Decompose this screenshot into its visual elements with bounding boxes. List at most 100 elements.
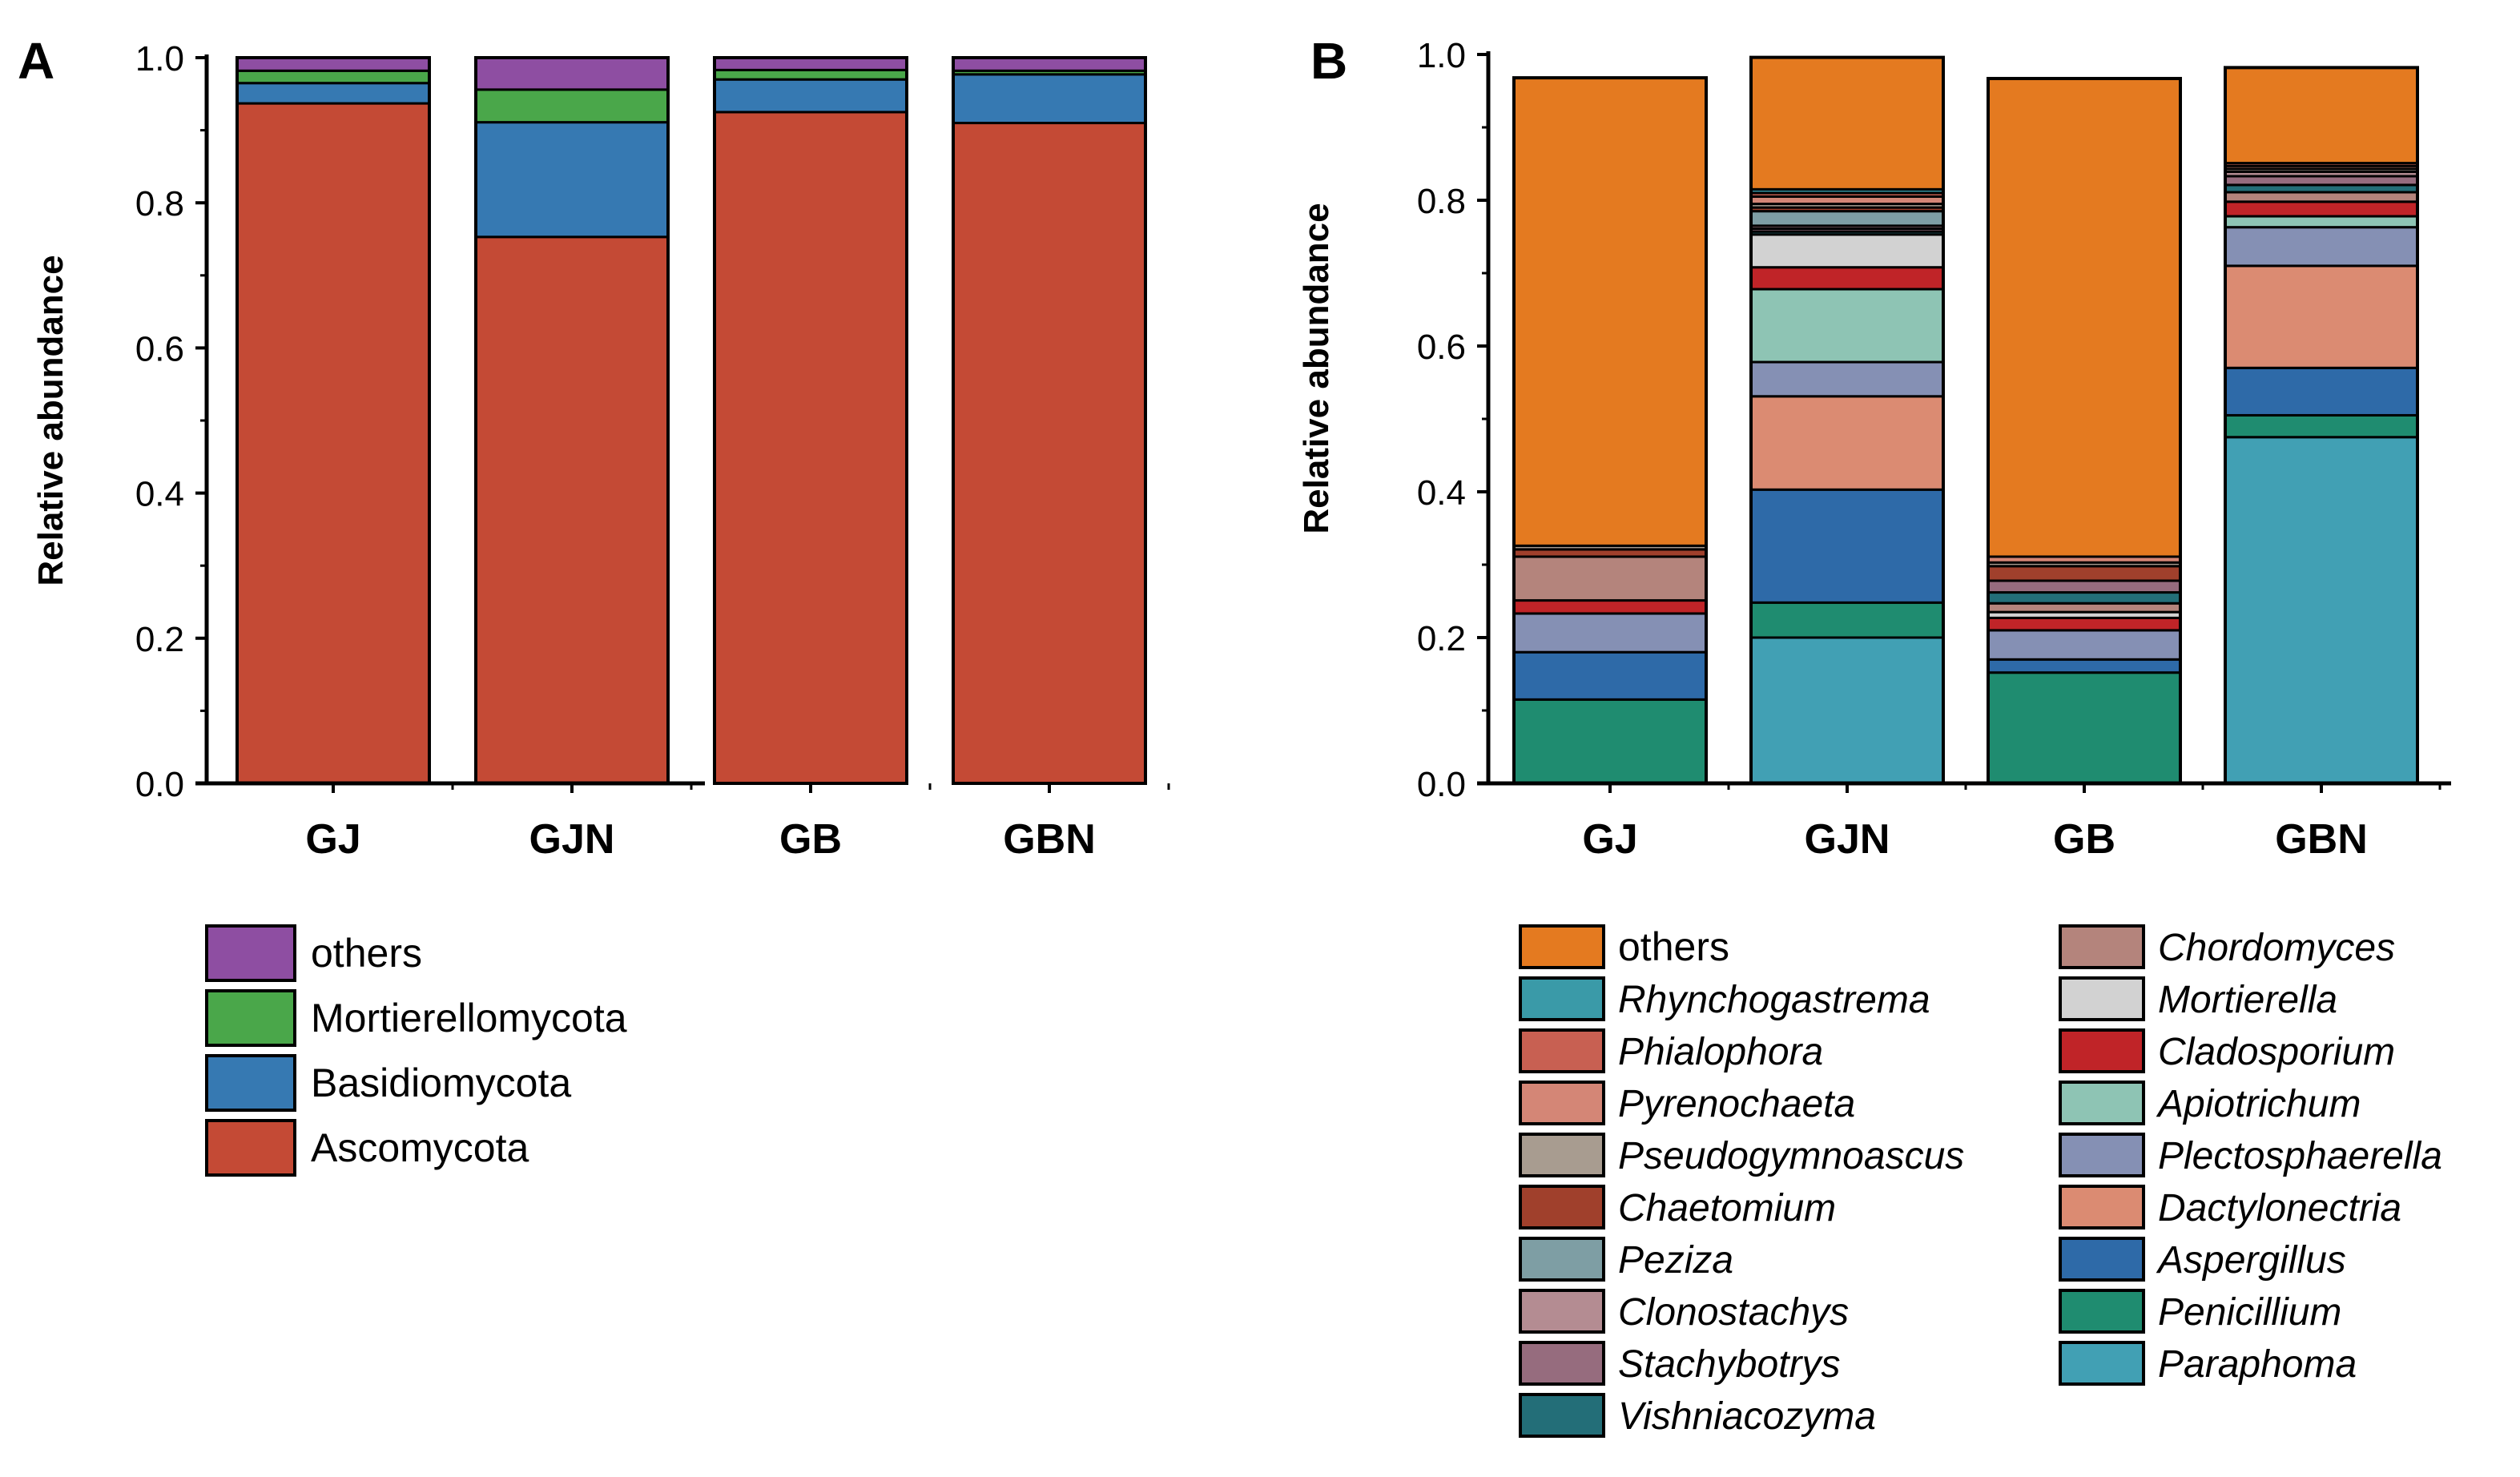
- chart-2-legend-label-aspergillus: Aspergillus: [2156, 1239, 2346, 1282]
- chart-2-bar-gj-aspergillus: [1512, 650, 1708, 701]
- chart-1-x-tick-label-gj: GJ: [305, 816, 360, 863]
- chart-2-bar-gbn-plectosphaerella: [2224, 226, 2419, 268]
- chart-2-legend-swatch-pyrenochaeta: [1519, 1081, 1605, 1125]
- chart-2-bar-gb-chaetomium: [1987, 565, 2182, 582]
- chart-2-legend-label-chaetomium: Chaetomium: [1618, 1187, 1836, 1229]
- chart-2-bar-gbn-dactylonectria: [2224, 264, 2419, 369]
- chart-1-legend-label-others: others: [311, 931, 422, 976]
- chart-2-bar-gj-penicillium: [1512, 698, 1708, 785]
- chart-1-bar-gj-mortierellomycota: [235, 69, 431, 85]
- chart-2-legend-swatch-rhynchogastrema: [1519, 976, 1605, 1021]
- chart-2-bar-gjn-apiotrichum: [1749, 288, 1945, 364]
- chart-2-bar-gb-chordomyces: [1987, 602, 2182, 614]
- chart-2-legend-label-mortierella: Mortierella: [2158, 979, 2337, 1021]
- chart-1-x-tick-label-gbn: GBN: [1003, 816, 1096, 863]
- chart-2-x-tick-label-gb: GB: [2053, 816, 2115, 863]
- chart-2-legend-label-others: others: [1618, 924, 1729, 969]
- chart-1-y-tick-label-3: 0.6: [135, 329, 184, 368]
- chart-2-y-tick-label-5: 1.0: [1417, 36, 1466, 75]
- chart-2-bar-gb-others: [1987, 77, 2182, 558]
- chart-1-bar-gbn-basidiomycota: [952, 73, 1147, 125]
- chart-1-legend-label-basidiomycota: Basidiomycota: [311, 1060, 571, 1105]
- chart-2-bar-gjn-mortierella: [1749, 233, 1945, 269]
- chart-2-y-tick-label-3: 0.6: [1417, 328, 1466, 367]
- chart-1-bar-gbn-others: [952, 56, 1147, 72]
- chart-1-legend-swatch-ascomycota: [205, 1119, 296, 1177]
- chart-2-legend-swatch-chaetomium: [1519, 1185, 1605, 1229]
- chart-2-legend-swatch-clonostachys: [1519, 1289, 1605, 1334]
- chart-1-panel-label: A: [18, 32, 54, 90]
- chart-1-bar-gjn-others: [474, 56, 670, 91]
- chart-2-legend-swatch-paraphoma: [2059, 1341, 2145, 1386]
- chart-2-bar-gjn-paraphoma: [1749, 636, 1945, 785]
- chart-1-legend-swatch-basidiomycota: [205, 1054, 296, 1112]
- chart-2-legend-swatch-phialophora: [1519, 1028, 1605, 1073]
- chart-1-bar-gb-basidiomycota: [713, 78, 908, 114]
- chart-2-bar-gbn-aspergillus: [2224, 366, 2419, 417]
- chart-2-legend-label-stachybotrys: Stachybotrys: [1618, 1343, 1840, 1386]
- chart-2-legend-swatch-apiotrichum: [2059, 1081, 2145, 1125]
- chart-2-bar-gbn-cladosporium: [2224, 200, 2419, 218]
- chart-1-bar-gb-mortierellomycota: [713, 68, 908, 81]
- chart-2-y-axis-label: Relative abundance: [1297, 203, 1336, 533]
- chart-2-bar-gjn-peziza: [1749, 210, 1945, 227]
- chart-2-legend-swatch-others: [1519, 924, 1605, 969]
- chart-2-bar-gj-others: [1512, 76, 1708, 547]
- chart-2-bar-gjn-plectosphaerella: [1749, 360, 1945, 398]
- chart-2-legend-label-penicillium: Penicillium: [2158, 1291, 2341, 1334]
- chart-2-y-tick-label-1: 0.2: [1417, 619, 1466, 658]
- chart-2-bar-gbn-others: [2224, 66, 2419, 165]
- chart-2-bar-gj-plectosphaerella: [1512, 612, 1708, 654]
- chart-1-bar-gb-others: [713, 56, 908, 71]
- chart-2-legend-swatch-plectosphaerella: [2059, 1133, 2145, 1177]
- panel-a-phylum-chart: A Relative abundance GJ GJN GB GBN 0.0 0.2 0.4 0.…: [18, 32, 1170, 1177]
- chart-2-bar-gb-penicillium: [1987, 671, 2182, 785]
- chart-2-legend-swatch-pseudogymnoascus: [1519, 1133, 1605, 1177]
- chart-2-legend-label-dactylonectria: Dactylonectria: [2158, 1187, 2401, 1229]
- chart-2-y-tick-label-0: 0.0: [1417, 765, 1466, 804]
- chart-1-x-tick-label-gb: GB: [779, 816, 842, 863]
- chart-2-legend-swatch-penicillium: [2059, 1289, 2145, 1334]
- chart-2-bar-gjn-aspergillus: [1749, 488, 1945, 604]
- chart-2-legend-label-pseudogymnoascus: Pseudogymnoascus: [1618, 1135, 1964, 1177]
- chart-2-bar-gbn-stachybotrys: [2224, 175, 2419, 187]
- chart-2-bar-gbn-penicillium: [2224, 413, 2419, 439]
- chart-2-y-tick-label-4: 0.8: [1417, 182, 1466, 221]
- chart-1-legend-swatch-others: [205, 924, 296, 982]
- chart-2-bar-gjn-dactylonectria: [1749, 395, 1945, 491]
- chart-2-legend-label-peziza: Peziza: [1618, 1239, 1733, 1282]
- chart-2-legend-label-apiotrichum: Apiotrichum: [2156, 1083, 2361, 1125]
- chart-1-legend-label-ascomycota: Ascomycota: [311, 1125, 529, 1170]
- chart-1-legend-swatch-mortierellomycota: [205, 989, 296, 1047]
- chart-2-legend-label-paraphoma: Paraphoma: [2158, 1343, 2357, 1386]
- chart-2-legend-swatch-cladosporium: [2059, 1028, 2145, 1073]
- chart-2-panel-label: B: [1310, 32, 1347, 90]
- chart-2-bar-gb-aspergillus: [1987, 658, 2182, 674]
- chart-1-y-tick-label-5: 1.0: [135, 39, 184, 78]
- chart-2-bar-gb-plectosphaerella: [1987, 629, 2182, 661]
- chart-1-x-tick-label-gjn: GJN: [529, 816, 615, 863]
- chart-2-bar-gjn-penicillium: [1749, 601, 1945, 639]
- chart-1-y-tick-label-0: 0.0: [135, 765, 184, 804]
- chart-1-bar-gjn-mortierellomycota: [474, 88, 670, 124]
- chart-2-bar-gb-vishniacozyma: [1987, 591, 2182, 605]
- chart-2-bar-gj-cladosporium: [1512, 599, 1708, 615]
- chart-2-legend-swatch-mortierella: [2059, 976, 2145, 1021]
- chart-2-legend-label-cladosporium: Cladosporium: [2158, 1031, 2395, 1073]
- chart-1-bar-gj-basidiomycota: [235, 82, 431, 105]
- chart-2-bar-gjn-others: [1749, 56, 1945, 191]
- chart-2-legend-swatch-stachybotrys: [1519, 1341, 1605, 1386]
- chart-1-bar-gjn-basidiomycota: [474, 121, 670, 239]
- chart-1-y-tick-label-1: 0.2: [135, 620, 184, 659]
- chart-2-legend-label-rhynchogastrema: Rhynchogastrema: [1618, 979, 1930, 1021]
- chart-2-x-tick-label-gbn: GBN: [2275, 816, 2368, 863]
- chart-2-legend-label-phialophora: Phialophora: [1618, 1031, 1823, 1073]
- chart-2-bar-gb-stachybotrys: [1987, 579, 2182, 594]
- chart-2-y-tick-label-2: 0.4: [1417, 473, 1466, 513]
- chart-2-legend-label-chordomyces: Chordomyces: [2158, 927, 2395, 969]
- chart-2-bar-gbn-paraphoma: [2224, 436, 2419, 785]
- chart-1-bar-gjn-ascomycota: [474, 235, 670, 785]
- chart-1-bar-gb-ascomycota: [713, 111, 908, 785]
- chart-2-x-tick-label-gj: GJ: [1582, 816, 1637, 863]
